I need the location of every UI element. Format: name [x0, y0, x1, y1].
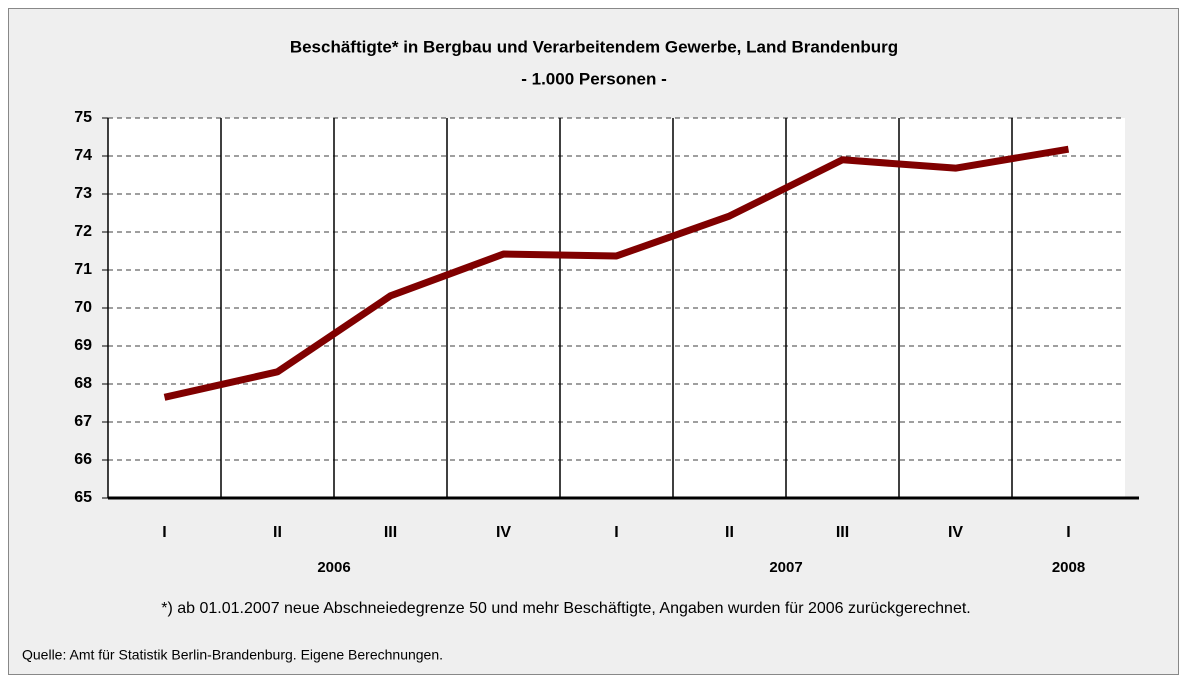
x-tick-label: III — [836, 524, 849, 541]
y-tick-label: 69 — [74, 337, 92, 354]
y-tick-label: 67 — [74, 413, 92, 430]
footnote: *) ab 01.01.2007 neue Abschneiedegrenze … — [161, 600, 970, 617]
chart-title: Beschäftigte* in Bergbau und Verarbeiten… — [290, 37, 898, 56]
year-label: 2006 — [317, 559, 350, 576]
year-label: 2007 — [769, 559, 802, 576]
y-tick-label: 66 — [74, 451, 92, 468]
x-tick-label: II — [725, 524, 734, 541]
chart-subtitle: - 1.000 Personen - — [521, 69, 667, 88]
x-tick-label: IV — [496, 524, 511, 541]
x-tick-label: IV — [948, 524, 963, 541]
y-tick-label: 75 — [74, 109, 92, 126]
y-tick-label: 70 — [74, 299, 92, 316]
x-tick-label: III — [384, 524, 397, 541]
y-tick-label: 73 — [74, 185, 92, 202]
year-label: 2008 — [1052, 559, 1085, 576]
y-tick-label: 74 — [74, 147, 92, 164]
y-tick-label: 65 — [74, 489, 92, 506]
y-tick-label: 71 — [74, 261, 92, 278]
x-tick-label: I — [1066, 524, 1070, 541]
data-line — [163, 145, 1070, 401]
x-tick-label: II — [273, 524, 282, 541]
x-tick-label: I — [614, 524, 618, 541]
x-tick-label: I — [162, 524, 166, 541]
y-tick-label: 72 — [74, 223, 92, 240]
source: Quelle: Amt für Statistik Berlin-Branden… — [22, 647, 443, 663]
y-tick-label: 68 — [74, 375, 92, 392]
